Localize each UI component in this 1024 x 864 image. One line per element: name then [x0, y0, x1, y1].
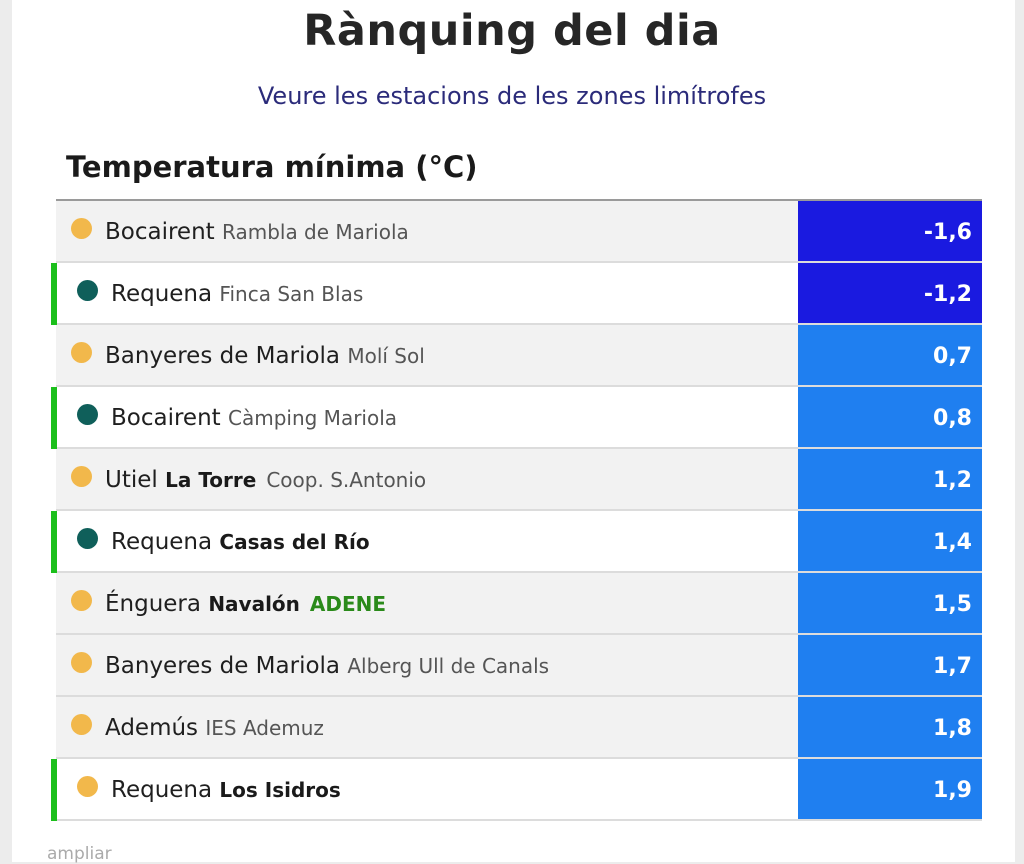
temperature-value: 1,4	[798, 511, 982, 571]
page-title: Rànquing del dia	[303, 6, 721, 56]
temperature-value: 1,7	[798, 635, 982, 695]
temperature-value: 0,8	[798, 387, 982, 447]
station-detail: Navalón	[208, 592, 300, 616]
station-detail: IES Ademuz	[205, 716, 324, 740]
station-detail: Casas del Río	[219, 530, 370, 554]
station-status-icon	[77, 404, 98, 425]
table-row[interactable]: Requena Finca San Blas -1,2	[51, 263, 982, 325]
station-operator: Coop. S.Antonio	[266, 468, 427, 492]
table-row[interactable]: Requena Los Isidros 1,9	[51, 759, 982, 821]
station-place: Ademús	[105, 715, 199, 741]
station-label: Requena Los Isidros	[111, 777, 341, 803]
station-detail: Los Isidros	[219, 778, 341, 802]
station-place: Énguera	[105, 591, 201, 617]
section-title: Temperatura mínima (°C)	[66, 150, 478, 184]
station-place: Banyeres de Mariola	[105, 343, 341, 369]
station-label: Énguera Navalón ADENE	[105, 591, 386, 617]
table-row[interactable]: Requena Casas del Río 1,4	[51, 511, 982, 573]
temperature-value: -1,6	[798, 201, 982, 261]
station-status-icon	[77, 280, 98, 301]
table-row[interactable]: Bocairent Rambla de Mariola -1,6	[56, 201, 982, 263]
station-label: Requena Finca San Blas	[111, 281, 363, 307]
temperature-value: 0,7	[798, 325, 982, 385]
station-detail: Alberg Ull de Canals	[347, 654, 550, 678]
station-status-icon	[71, 714, 92, 735]
station-place: Bocairent	[105, 219, 215, 245]
station-status-icon	[71, 218, 92, 239]
expand-link[interactable]: ampliar	[47, 844, 112, 864]
highlight-bar	[51, 263, 57, 325]
temperature-value: -1,2	[798, 263, 982, 323]
highlight-bar	[51, 511, 57, 573]
station-status-icon	[71, 466, 92, 487]
station-label: Banyeres de Mariola Molí Sol	[105, 343, 425, 369]
station-place: Requena	[111, 777, 213, 803]
table-row[interactable]: Banyeres de Mariola Alberg Ull de Canals…	[56, 635, 982, 697]
station-status-icon	[71, 590, 92, 611]
station-detail: Càmping Mariola	[228, 406, 398, 430]
station-label: Ademús IES Ademuz	[105, 715, 324, 741]
station-place: Bocairent	[111, 405, 221, 431]
station-status-icon	[77, 528, 98, 549]
station-label: Bocairent Càmping Mariola	[111, 405, 397, 431]
ranking-table: Bocairent Rambla de Mariola -1,6 Requena F…	[51, 199, 982, 821]
table-row[interactable]: Utiel La Torre Coop. S.Antonio 1,2	[56, 449, 982, 511]
neighbor-zones-link[interactable]: Veure les estacions de les zones limítro…	[257, 82, 767, 110]
station-network: ADENE	[309, 592, 387, 616]
table-row[interactable]: Énguera Navalón ADENE 1,5	[56, 573, 982, 635]
station-status-icon	[71, 652, 92, 673]
highlight-bar	[51, 759, 57, 821]
station-label: Requena Casas del Río	[111, 529, 370, 555]
table-row[interactable]: Banyeres de Mariola Molí Sol 0,7	[56, 325, 982, 387]
temperature-value: 1,2	[798, 449, 982, 509]
temperature-value: 1,9	[798, 759, 982, 819]
station-status-icon	[71, 342, 92, 363]
station-detail: Finca San Blas	[219, 282, 364, 306]
table-row[interactable]: Bocairent Càmping Mariola 0,8	[51, 387, 982, 449]
station-detail: Molí Sol	[347, 344, 425, 368]
table-row[interactable]: Ademús IES Ademuz 1,8	[56, 697, 982, 759]
temperature-value: 1,8	[798, 697, 982, 757]
station-detail: La Torre	[165, 468, 257, 492]
station-label: Bocairent Rambla de Mariola	[105, 219, 409, 245]
station-status-icon	[77, 776, 98, 797]
temperature-value: 1,5	[798, 573, 982, 633]
station-place: Utiel	[105, 467, 158, 493]
station-detail: Rambla de Mariola	[222, 220, 409, 244]
highlight-bar	[51, 387, 57, 449]
station-place: Requena	[111, 281, 213, 307]
station-label: Utiel La Torre Coop. S.Antonio	[105, 467, 426, 493]
station-label: Banyeres de Mariola Alberg Ull de Canals	[105, 653, 549, 679]
station-place: Banyeres de Mariola	[105, 653, 341, 679]
station-place: Requena	[111, 529, 213, 555]
